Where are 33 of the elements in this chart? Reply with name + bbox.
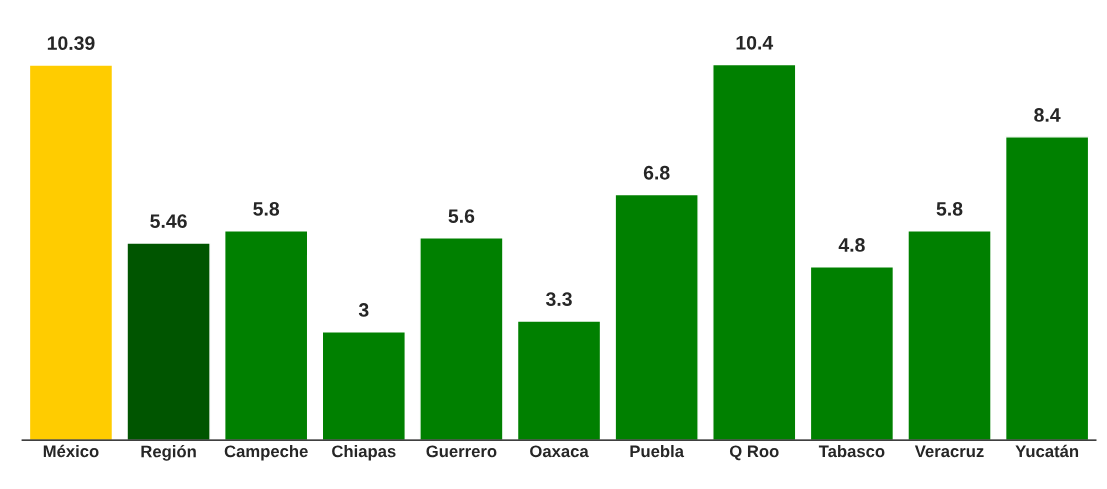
bar [1004, 136, 1090, 441]
x-tick-label: Tabasco [818, 444, 885, 458]
data-label: 5.8 [253, 201, 280, 216]
data-label: 3.3 [545, 292, 572, 307]
data-label: 6.8 [643, 165, 670, 180]
x-tick-label: Región [141, 444, 196, 461]
data-label: 10.4 [736, 35, 774, 50]
data-label: 10.39 [47, 36, 95, 51]
data-label: 5.8 [936, 201, 963, 216]
bar [809, 266, 895, 441]
bar [419, 237, 504, 441]
x-tick-label: Chiapas [332, 444, 396, 461]
x-tick-label: Veracruz [914, 445, 984, 458]
x-tick-label: Campeche [224, 444, 308, 461]
bar [126, 242, 211, 441]
bar [224, 230, 309, 441]
x-tick-label: Guerrero [426, 445, 497, 458]
data-label: 4.8 [838, 238, 865, 252]
bar [321, 331, 406, 441]
data-label: 5.46 [150, 214, 187, 229]
bar [614, 193, 699, 441]
bar [28, 64, 114, 441]
bar [712, 63, 797, 441]
bar [516, 320, 602, 441]
x-tick-label: Oaxaca [530, 445, 589, 458]
x-tick-label: Yucatán [1015, 444, 1079, 458]
bar [907, 230, 992, 441]
data-label: 8.4 [1034, 108, 1061, 122]
x-tick-label: México [43, 444, 99, 458]
data-label: 5.6 [448, 209, 475, 223]
x-tick-label: Puebla [630, 444, 685, 458]
data-label: 3 [358, 303, 369, 317]
x-tick-label: Q Roo [729, 445, 779, 461]
